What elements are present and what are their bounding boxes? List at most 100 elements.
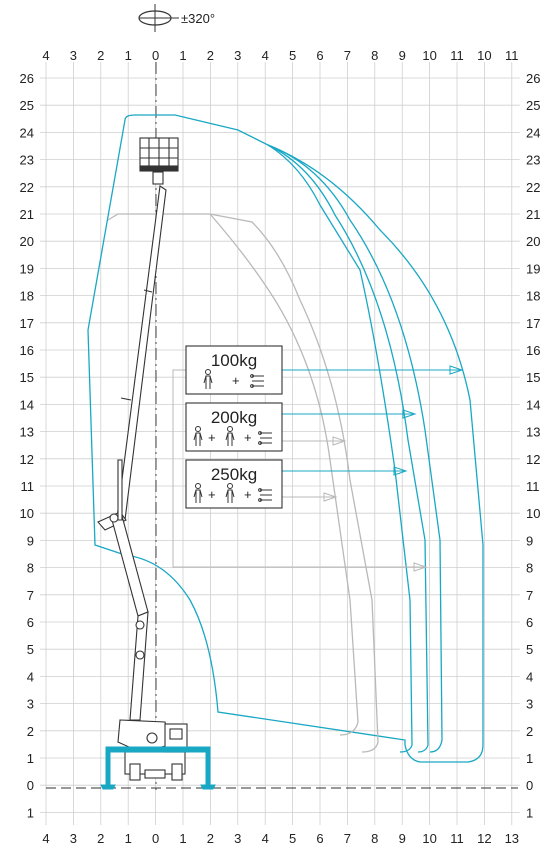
bottom-tick-label: 1 xyxy=(125,831,132,846)
y-tick-label-left: 7 xyxy=(27,588,34,603)
aerial-platform-machine xyxy=(97,137,188,781)
envelope-250kg xyxy=(267,144,413,753)
y-tick-label-left: 5 xyxy=(27,642,34,657)
top-tick-label: 1 xyxy=(125,48,132,63)
reach-arrows xyxy=(172,365,464,572)
bottom-tick-label: 4 xyxy=(262,831,269,846)
top-tick-label: 2 xyxy=(97,48,104,63)
top-tick-label: 4 xyxy=(42,48,49,63)
y-tick-label-right: 26 xyxy=(526,71,540,86)
svg-text:+: + xyxy=(244,487,252,502)
bottom-tick-label: 2 xyxy=(207,831,214,846)
person-icon xyxy=(225,483,235,503)
bottom-tick-label: 10 xyxy=(422,831,436,846)
top-tick-label: 11 xyxy=(505,48,519,63)
load-label-200kg: 200kg xyxy=(211,408,257,427)
platform-basket xyxy=(139,137,179,185)
rotation-label: ±320° xyxy=(181,11,215,26)
arrow-250kg xyxy=(393,466,408,476)
bottom-tick-label: 0 xyxy=(152,831,159,846)
person-icon xyxy=(193,483,203,503)
top-tick-label: 3 xyxy=(70,48,77,63)
bottom-tick-label: 9 xyxy=(399,831,406,846)
y-tick-label-left: 23 xyxy=(20,153,34,168)
y-tick-label-left: 3 xyxy=(27,697,34,712)
bottom-tick-label: 4 xyxy=(42,831,49,846)
top-tick-label: 10 xyxy=(422,48,436,63)
y-tick-label-right: 24 xyxy=(526,125,540,140)
y-tick-label-right: 17 xyxy=(526,316,540,331)
y-tick-label-left: 22 xyxy=(20,180,34,195)
y-tick-label-right: 22 xyxy=(526,180,540,195)
y-tick-label-left: 15 xyxy=(20,370,34,385)
y-tick-label-right: 5 xyxy=(526,642,533,657)
bottom-tick-label: 13 xyxy=(505,831,519,846)
y-tick-label-right: 16 xyxy=(526,343,540,358)
svg-text:+: + xyxy=(208,487,216,502)
working-envelope xyxy=(87,114,484,763)
bottom-tick-label: 12 xyxy=(477,831,491,846)
bottom-tick-label: 3 xyxy=(70,831,77,846)
rotation-indicator: ±320° xyxy=(138,4,215,32)
y-tick-label-left: 17 xyxy=(20,316,34,331)
y-tick-label-left: 16 xyxy=(20,343,34,358)
y-tick-label-right: 20 xyxy=(526,234,540,249)
y-tick-label-left: 6 xyxy=(27,615,34,630)
y-tick-label-right: 3 xyxy=(526,697,533,712)
y-tick-label-right: 4 xyxy=(526,669,533,684)
y-tick-label-right: 2 xyxy=(526,724,533,739)
arrow-200kg xyxy=(402,409,417,419)
bottom-tick-label: 6 xyxy=(316,831,323,846)
y-tick-label-left: 4 xyxy=(27,669,34,684)
top-tick-label: 2 xyxy=(207,48,214,63)
bottom-axis-labels: 4 3 2 1 0 1 2 3 4 5 6 7 8 9 10 11 12 13 xyxy=(42,831,519,846)
load-label-250kg: 250kg xyxy=(211,465,257,484)
load-box-250kg: 250kg + + xyxy=(185,459,283,509)
y-tick-label-left: 0 xyxy=(27,778,34,793)
top-tick-label: 0 xyxy=(152,48,159,63)
y-tick-label-left: 25 xyxy=(20,98,34,113)
right-axis-labels: 2625242322212019181716151413121110987654… xyxy=(526,71,540,820)
svg-text:+: + xyxy=(208,430,216,445)
y-tick-label-right: 13 xyxy=(526,425,540,440)
top-tick-label: 7 xyxy=(344,48,351,63)
envelope-200kg xyxy=(267,144,429,753)
y-tick-label-right: 7 xyxy=(526,588,533,603)
y-tick-label-left: 26 xyxy=(20,71,34,86)
y-tick-label-left: 8 xyxy=(27,561,34,576)
bottom-tick-label: 2 xyxy=(97,831,104,846)
bottom-tick-label: 5 xyxy=(289,831,296,846)
top-tick-label: 6 xyxy=(316,48,323,63)
y-tick-label-right: 1 xyxy=(526,805,533,820)
bottom-tick-label: 11 xyxy=(450,831,464,846)
load-box-100kg: 100kg + xyxy=(185,345,283,395)
y-tick-label-right: 11 xyxy=(526,479,540,494)
y-tick-label-left: 21 xyxy=(20,207,34,222)
y-tick-label-right: 10 xyxy=(526,506,540,521)
y-tick-label-left: 1 xyxy=(27,751,34,766)
y-tick-label-right: 15 xyxy=(526,370,540,385)
svg-text:+: + xyxy=(244,430,252,445)
arrow-100kg xyxy=(449,365,464,375)
load-box-200kg: 200kg + + xyxy=(185,402,283,452)
y-tick-label-left: 18 xyxy=(20,289,34,304)
y-tick-label-left: 1 xyxy=(27,805,34,820)
tools-icon xyxy=(250,374,264,388)
envelope-outer xyxy=(87,114,484,763)
lower-boom xyxy=(111,515,149,617)
envelope-reduced-inner xyxy=(209,213,359,736)
y-tick-label-left: 19 xyxy=(20,261,34,276)
upper-boom xyxy=(116,185,167,521)
envelope-reduced-outer xyxy=(107,213,379,753)
person-icon xyxy=(203,369,213,389)
y-tick-label-left: 14 xyxy=(20,397,34,412)
y-tick-label-left: 20 xyxy=(20,234,34,249)
y-tick-label-right: 14 xyxy=(526,397,540,412)
y-tick-label-left: 11 xyxy=(21,479,35,494)
y-tick-label-right: 25 xyxy=(526,98,540,113)
y-tick-label-right: 8 xyxy=(526,561,533,576)
top-tick-label: 8 xyxy=(371,48,378,63)
y-tick-label-right: 0 xyxy=(526,778,533,793)
y-tick-label-left: 2 xyxy=(27,724,34,739)
y-tick-label-left: 13 xyxy=(20,425,34,440)
